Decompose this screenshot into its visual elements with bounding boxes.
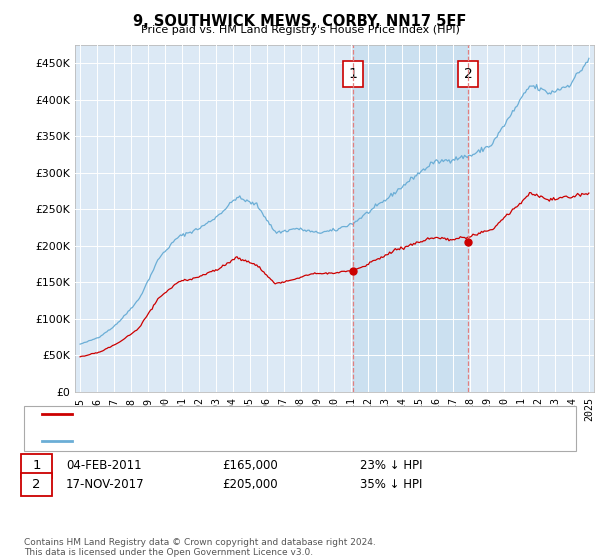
Text: 23% ↓ HPI: 23% ↓ HPI — [360, 459, 422, 473]
Text: 2: 2 — [32, 478, 41, 491]
Text: 35% ↓ HPI: 35% ↓ HPI — [360, 478, 422, 491]
Text: 9, SOUTHWICK MEWS, CORBY, NN17 5EF (detached house): 9, SOUTHWICK MEWS, CORBY, NN17 5EF (deta… — [78, 409, 401, 419]
Text: £205,000: £205,000 — [222, 478, 278, 491]
Text: Price paid vs. HM Land Registry's House Price Index (HPI): Price paid vs. HM Land Registry's House … — [140, 25, 460, 35]
Bar — [353, 45, 468, 392]
Text: 17-NOV-2017: 17-NOV-2017 — [66, 478, 145, 491]
Text: 04-FEB-2011: 04-FEB-2011 — [66, 459, 142, 473]
Text: 9, SOUTHWICK MEWS, CORBY, NN17 5EF: 9, SOUTHWICK MEWS, CORBY, NN17 5EF — [133, 14, 467, 29]
Text: HPI: Average price, detached house, North Northamptonshire: HPI: Average price, detached house, Nort… — [78, 436, 414, 446]
Text: Contains HM Land Registry data © Crown copyright and database right 2024.
This d: Contains HM Land Registry data © Crown c… — [24, 538, 376, 557]
Text: 1: 1 — [32, 459, 41, 473]
Text: 2: 2 — [464, 67, 473, 81]
Text: 1: 1 — [349, 67, 358, 81]
Text: £165,000: £165,000 — [222, 459, 278, 473]
